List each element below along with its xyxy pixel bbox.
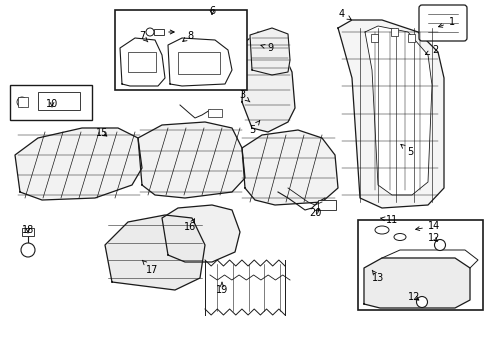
Text: 5: 5 — [248, 121, 259, 135]
Bar — [357, 220, 482, 310]
Text: 18: 18 — [22, 225, 34, 235]
Polygon shape — [162, 205, 240, 262]
Bar — [22, 228, 34, 236]
Text: 2: 2 — [425, 45, 437, 55]
Bar — [371, 34, 378, 42]
Text: 1: 1 — [438, 17, 454, 27]
Text: 12: 12 — [407, 292, 419, 302]
Bar — [38, 92, 80, 110]
Ellipse shape — [393, 234, 405, 240]
Text: 12: 12 — [427, 233, 439, 243]
Circle shape — [434, 239, 445, 251]
Text: 16: 16 — [183, 219, 196, 232]
Bar — [10, 85, 92, 120]
Text: 17: 17 — [142, 260, 158, 275]
FancyBboxPatch shape — [418, 5, 466, 41]
Circle shape — [416, 297, 427, 307]
Text: 8: 8 — [183, 31, 193, 41]
Text: 5: 5 — [400, 144, 412, 157]
Text: 4: 4 — [338, 9, 350, 19]
Text: 19: 19 — [215, 282, 228, 295]
Text: 14: 14 — [415, 221, 439, 231]
Polygon shape — [120, 38, 164, 86]
Polygon shape — [363, 258, 469, 308]
Polygon shape — [15, 128, 142, 200]
Text: 9: 9 — [260, 43, 272, 53]
Circle shape — [146, 28, 154, 36]
Polygon shape — [364, 26, 431, 195]
Polygon shape — [138, 122, 244, 198]
Polygon shape — [242, 130, 337, 205]
Text: 7: 7 — [139, 31, 147, 42]
Text: 20: 20 — [308, 208, 321, 218]
Text: 13: 13 — [371, 270, 384, 283]
Bar — [207, 109, 222, 117]
Polygon shape — [337, 20, 443, 208]
Circle shape — [17, 97, 27, 107]
Polygon shape — [105, 215, 204, 290]
Text: 3: 3 — [239, 90, 249, 102]
Polygon shape — [168, 38, 231, 86]
Text: 11: 11 — [380, 215, 397, 225]
Ellipse shape — [374, 226, 388, 234]
Text: 15: 15 — [96, 128, 108, 138]
Text: 6: 6 — [208, 6, 215, 16]
Bar — [178, 52, 220, 74]
Bar — [115, 10, 246, 90]
Polygon shape — [249, 28, 289, 75]
Text: 10: 10 — [46, 99, 58, 109]
Polygon shape — [242, 32, 294, 132]
Bar — [391, 28, 398, 36]
Bar — [128, 52, 156, 72]
Bar — [18, 97, 28, 107]
Bar — [154, 29, 163, 35]
Bar — [407, 34, 415, 42]
Circle shape — [21, 243, 35, 257]
Bar — [317, 200, 335, 210]
